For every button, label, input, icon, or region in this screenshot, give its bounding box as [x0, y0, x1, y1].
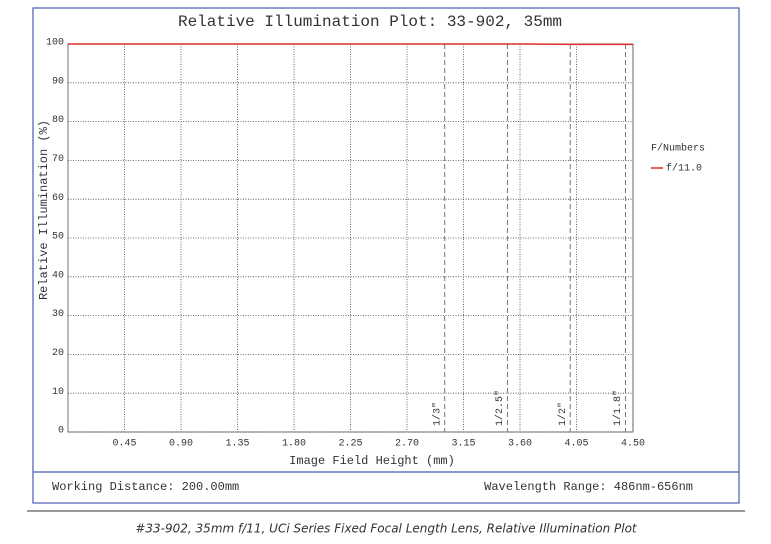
y-tick-label: 60: [52, 193, 64, 204]
y-tick-label: 10: [52, 387, 64, 398]
y-tick-label: 0: [58, 426, 64, 437]
x-axis-label: Image Field Height (mm): [289, 454, 455, 468]
x-tick-label: 3.15: [451, 439, 475, 450]
sensor-label: 1/2.5": [494, 390, 506, 426]
y-tick-label: 70: [52, 154, 64, 165]
y-tick-label: 90: [52, 76, 64, 87]
y-tick-label: 30: [52, 309, 64, 320]
legend-title: F/Numbers: [651, 143, 705, 155]
sensor-label: 1/2": [557, 402, 569, 426]
x-tick-label: 2.70: [395, 439, 419, 450]
x-tick-label: 3.60: [508, 439, 532, 450]
sensor-label: 1/1.8": [612, 390, 624, 426]
y-tick-label: 50: [52, 232, 64, 243]
y-tick-label: 80: [52, 115, 64, 126]
legend-label: f/11.0: [666, 163, 702, 175]
wavelength-range: Wavelength Range: 486nm-656nm: [484, 480, 693, 494]
x-tick-label: 1.35: [225, 439, 249, 450]
working-distance: Working Distance: 200.00mm: [52, 480, 239, 494]
x-tick-label: 1.80: [282, 439, 306, 450]
x-tick-label: 4.05: [564, 439, 588, 450]
y-tick-label: 40: [52, 270, 64, 281]
chart-title: Relative Illumination Plot: 33-902, 35mm: [178, 13, 562, 31]
x-tick-label: 4.50: [621, 439, 645, 450]
y-axis-label: Relative Illumination (%): [37, 120, 51, 300]
sensor-label: 1/3": [431, 402, 443, 426]
x-tick-label: 0.90: [169, 439, 193, 450]
y-tick-label: 100: [46, 38, 64, 49]
y-tick-label: 20: [52, 348, 64, 359]
x-tick-label: 0.45: [112, 439, 136, 450]
x-tick-label: 2.25: [338, 439, 362, 450]
caption: #33-902, 35mm f/11, UCi Series Fixed Foc…: [135, 522, 638, 536]
outer-frame: [32, 7, 740, 504]
